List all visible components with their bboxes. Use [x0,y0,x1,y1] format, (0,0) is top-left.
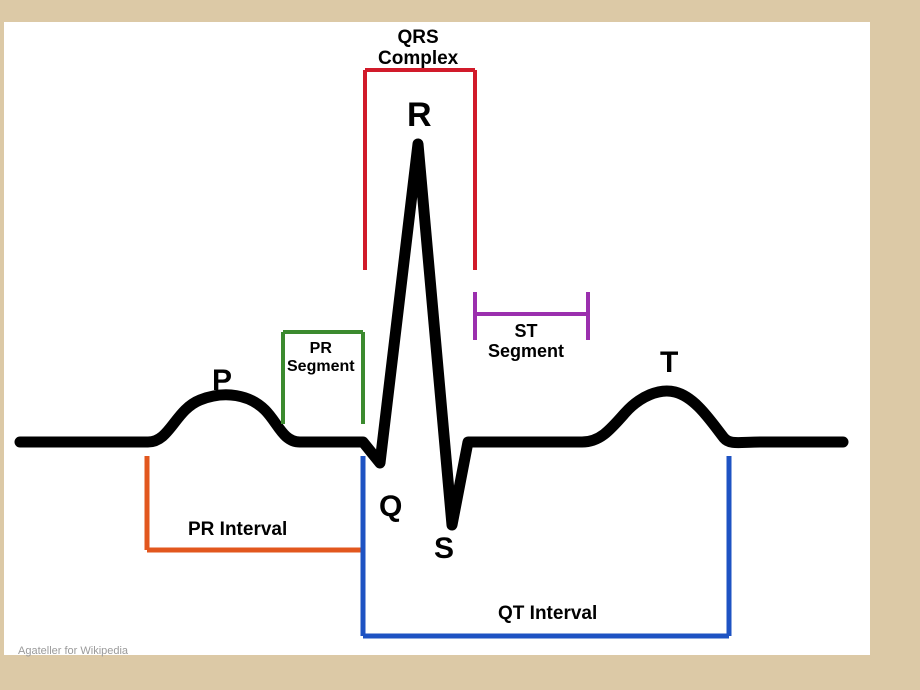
pr-segment-label: PR Segment [287,340,355,375]
qrs-complex-label: QRS Complex [378,28,458,70]
r-wave-label: R [407,96,432,135]
credit-text: Agateller for Wikipedia [18,645,128,657]
q-wave-label: Q [379,490,402,524]
pr-interval-label: PR Interval [188,520,287,541]
st-segment-label: ST Segment [488,322,564,362]
ecg-diagram [0,0,920,690]
page-background: P Q R S T QRS Complex PR Segment ST Segm… [0,0,920,690]
t-wave-label: T [660,346,678,380]
p-wave-label: P [212,364,232,398]
s-wave-label: S [434,532,454,566]
qt-interval-label: QT Interval [498,604,597,625]
